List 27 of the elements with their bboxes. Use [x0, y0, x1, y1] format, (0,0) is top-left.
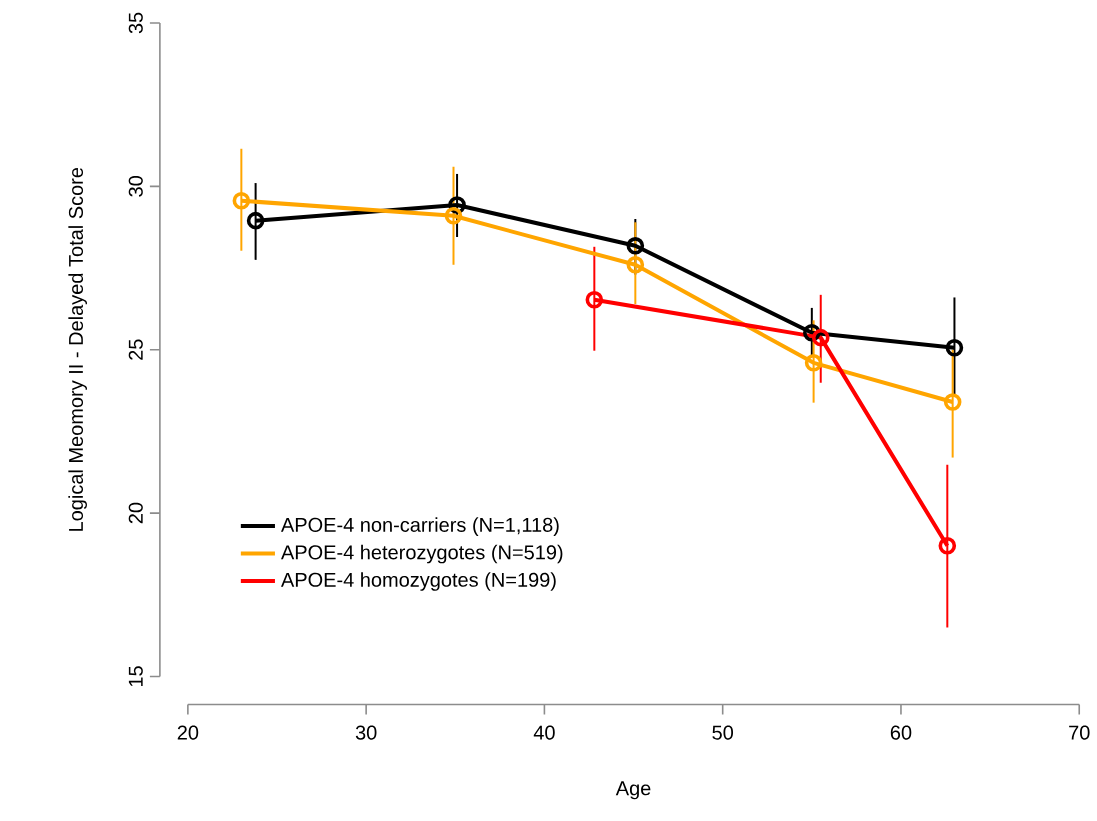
- point: [811, 328, 830, 347]
- point: [232, 191, 251, 210]
- point: [938, 536, 957, 555]
- point: [943, 393, 962, 411]
- x-tick-label: 60: [890, 725, 912, 740]
- y-tick-label: 25: [128, 339, 143, 360]
- point: [585, 290, 604, 309]
- y-tick-label: 35: [128, 12, 143, 34]
- point: [804, 353, 823, 372]
- x-tick-label: 70: [1069, 725, 1090, 740]
- y-axis-title: Logical Meomory II - Delayed Total Score: [68, 167, 87, 531]
- x-axis-title: Age: [615, 781, 651, 800]
- point: [945, 338, 964, 357]
- legend-label: APOE-4 heterozygotes (N=519): [280, 544, 563, 564]
- y-tick-label: 15: [128, 666, 143, 686]
- legend-label: APOE-4 homozygotes (N=199): [280, 572, 556, 591]
- y-tick-label: 30: [128, 175, 143, 197]
- x-tick-label: 30: [355, 725, 377, 740]
- y-tick-label: 20: [128, 502, 143, 524]
- point: [626, 255, 645, 274]
- point: [444, 206, 463, 225]
- x-tick-label: 50: [712, 725, 734, 740]
- point: [246, 211, 265, 230]
- x-tick-label: 40: [533, 725, 555, 740]
- point: [626, 236, 645, 255]
- x-tick-label: 20: [177, 725, 199, 740]
- legend-label: APOE-4 non-carriers (N=1,118): [280, 517, 559, 536]
